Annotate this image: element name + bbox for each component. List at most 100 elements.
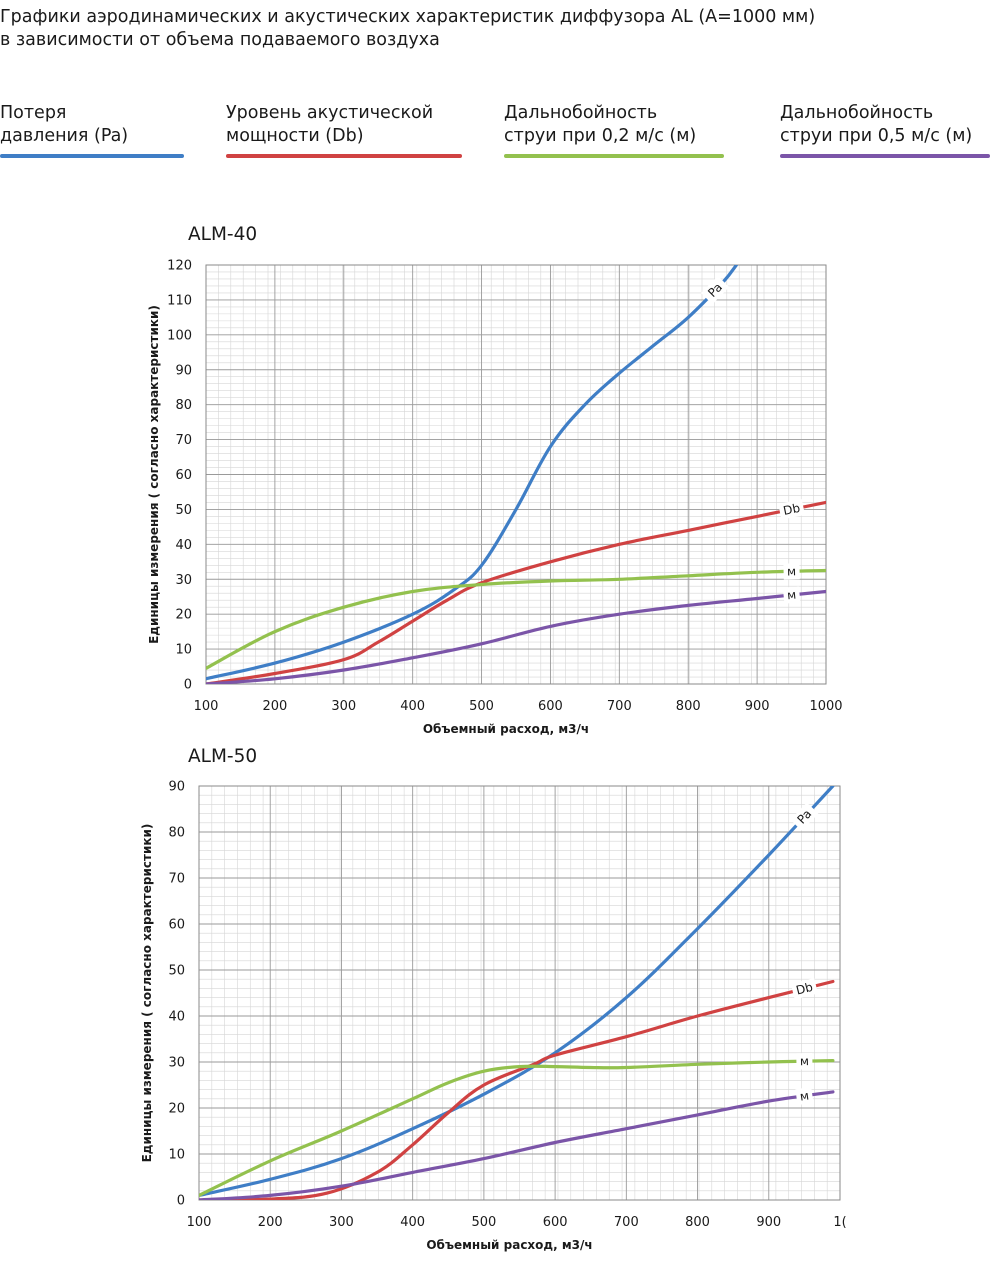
series-end-label-text: м <box>800 1054 809 1068</box>
legend-swatch-throw-05 <box>780 154 990 158</box>
y-axis-label: Единицы измерения ( согласно характерист… <box>147 305 161 644</box>
legend-item-sound: Уровень акустической мощности (Db) <box>226 102 462 158</box>
x-tick-label: 700 <box>614 1215 639 1230</box>
x-axis-label: Объемный расход, м3/ч <box>423 722 589 736</box>
legend-label-line-2: мощности (Db) <box>226 126 364 146</box>
legend-label-line-2: струи при 0,2 м/с (м) <box>504 126 697 146</box>
y-tick-label: 30 <box>168 1056 185 1071</box>
legend-item-throw-05: Дальнобойность струи при 0,5 м/с (м) <box>780 102 990 158</box>
x-axis-label: Объемный расход, м3/ч <box>426 1238 592 1252</box>
y-tick-label: 120 <box>167 259 192 274</box>
plot-border <box>198 785 841 1201</box>
y-tick-label: 70 <box>175 433 192 448</box>
y-tick-label: 10 <box>175 643 192 658</box>
page-title-line-1: Графики аэродинамических и акустических … <box>0 7 816 27</box>
y-tick-label: 0 <box>177 1194 185 1209</box>
y-tick-label: 110 <box>167 293 192 308</box>
series-end-label-text: Db <box>795 980 815 998</box>
x-tick-label: 600 <box>543 1215 568 1230</box>
y-tick-label: 60 <box>175 468 192 483</box>
series-end-label: Pa <box>700 275 730 305</box>
series-end-label: Db <box>778 499 805 520</box>
legend-swatch-pressure <box>0 154 184 158</box>
legend-label-line-1: Потеря <box>0 103 67 123</box>
series-end-label-bg <box>700 275 730 305</box>
series-end-label-bg <box>790 978 818 1000</box>
y-axis-label: Единицы измерения ( согласно характерист… <box>140 824 154 1163</box>
y-tick-label: 80 <box>168 826 185 841</box>
series-end-label: Pa <box>790 802 819 831</box>
y-tick-label: 100 <box>167 328 192 343</box>
y-tick-label: 0 <box>184 678 192 693</box>
legend-label-line-1: Дальнобойность <box>780 103 934 123</box>
y-tick-label: 20 <box>168 1102 185 1117</box>
legend-item-pressure: Потеря давления (Pa) <box>0 102 184 158</box>
y-tick-label: 90 <box>175 363 192 378</box>
y-tick-label: 40 <box>168 1010 185 1025</box>
chart-alm40: 100 200 300 400 500 600 700 800 900 1000 0 10 20 30 40… <box>147 259 843 737</box>
series-end-label-bg <box>790 802 819 831</box>
series-end-label: м <box>796 1053 813 1070</box>
y-tick-label: 90 <box>168 780 185 795</box>
x-tick-label: 900 <box>756 1215 781 1230</box>
series-lines <box>206 265 826 684</box>
y-tick-label: 40 <box>175 538 192 553</box>
page-title-line-2: в зависимости от объема подаваемого возд… <box>0 30 440 50</box>
page-title: Графики аэродинамических и акустических … <box>0 6 990 52</box>
x-tick-label: 300 <box>331 699 356 714</box>
plot-border <box>205 264 827 685</box>
chart-alm50: 100 200 300 400 500 600 700 800 900 1( 0 10 20 30 40 50… <box>140 780 847 1253</box>
legend: Потеря давления (Pa) Уровень акустическо… <box>0 102 992 162</box>
series-end-label: м <box>782 586 801 604</box>
chart-title-alm50: ALM-50 <box>188 746 258 767</box>
chart-title-alm40: ALM-40 <box>188 224 258 245</box>
series-end-label: м <box>795 1086 814 1106</box>
y-tick-label: 20 <box>175 608 192 623</box>
x-tick-label: 500 <box>471 1215 496 1230</box>
x-tick-label: 100 <box>187 1215 212 1230</box>
x-tick-label: 200 <box>258 1215 283 1230</box>
series-end-label-text: м <box>786 588 796 603</box>
legend-swatch-sound <box>226 154 462 158</box>
y-tick-label: 10 <box>168 1148 185 1163</box>
series-line-3 <box>199 1090 835 1200</box>
series-lines <box>199 786 835 1200</box>
y-tick-label: 50 <box>168 964 185 979</box>
x-tick-label: 300 <box>329 1215 354 1230</box>
legend-label-line-2: давления (Pa) <box>0 126 129 146</box>
series-line-0 <box>206 265 738 681</box>
series-end-label-bg <box>782 586 801 604</box>
series-end-label-bg <box>783 563 800 580</box>
series-line-2 <box>199 1059 835 1197</box>
legend-label-line-1: Дальнобойность <box>504 103 658 123</box>
series-end-label-bg <box>796 1053 813 1070</box>
y-tick-label: 80 <box>175 398 192 413</box>
series-end-label: м <box>783 563 800 580</box>
series-end-label-text: м <box>799 1088 810 1103</box>
x-tick-label: 1( <box>833 1215 846 1230</box>
x-tick-label: 100 <box>194 699 219 714</box>
y-tick-label: 70 <box>168 872 185 887</box>
y-tick-label: 50 <box>175 503 192 518</box>
legend-item-throw-02: Дальнобойность струи при 0,2 м/с (м) <box>504 102 724 158</box>
legend-swatch-throw-02 <box>504 154 724 158</box>
series-end-label-bg <box>778 499 805 520</box>
series-end-label-text: Db <box>782 501 801 518</box>
x-tick-label: 500 <box>469 699 494 714</box>
x-tick-label: 600 <box>538 699 563 714</box>
x-tick-label: 900 <box>745 699 770 714</box>
legend-label-line-2: струи при 0,5 м/с (м) <box>780 126 973 146</box>
x-tick-label: 800 <box>685 1215 710 1230</box>
y-tick-label: 60 <box>168 918 185 933</box>
y-tick-label: 30 <box>175 573 192 588</box>
x-tick-label: 200 <box>262 699 287 714</box>
legend-label-line-1: Уровень акустической <box>226 103 434 123</box>
x-tick-label: 400 <box>400 1215 425 1230</box>
x-tick-label: 800 <box>676 699 701 714</box>
series-end-label-text: м <box>787 564 796 578</box>
series-line-2 <box>206 568 826 670</box>
series-line-1 <box>199 979 835 1200</box>
x-tick-label: 1000 <box>809 699 842 714</box>
series-end-label-bg <box>795 1086 814 1106</box>
series-line-1 <box>206 500 826 684</box>
